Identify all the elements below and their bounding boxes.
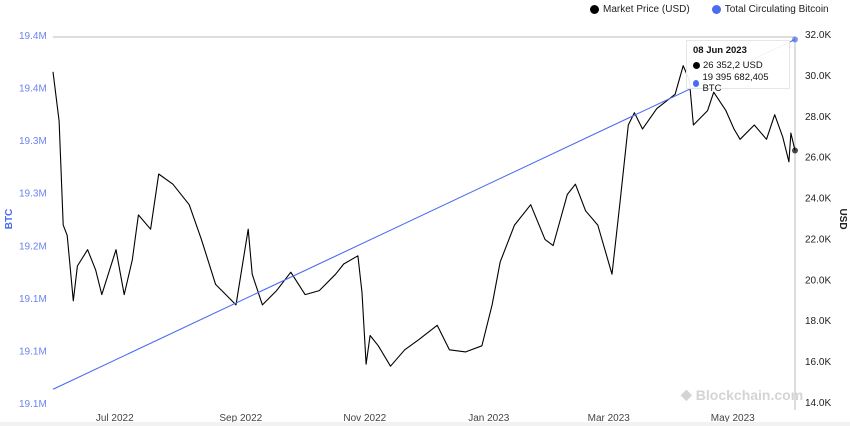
price-dot-icon <box>693 62 700 69</box>
y-left-tick-label: 19.1M <box>19 346 47 357</box>
x-tick-label: Nov 2022 <box>343 413 386 424</box>
tooltip: 08 Jun 2023 26 352,2 USD 19 395 682,405 … <box>686 40 790 94</box>
x-tick-label: Mar 2023 <box>588 413 631 424</box>
y-right-tick-label: 16.0K <box>805 357 831 368</box>
y-right-tick-label: 22.0K <box>805 234 831 245</box>
y-right-tick-label: 14.0K <box>805 398 831 409</box>
y-left-tick-label: 19.1M <box>19 399 47 410</box>
bottom-strip <box>0 422 850 426</box>
hover-marker <box>792 147 798 154</box>
legend-item-market-price[interactable]: Market Price (USD) <box>590 4 690 15</box>
tooltip-price: 26 352,2 USD <box>703 60 763 71</box>
y-left-tick-label: 19.2M <box>19 241 47 252</box>
y-right-tick-label: 28.0K <box>805 112 831 123</box>
y-right-axis-label: USD <box>837 208 848 229</box>
circulating-bitcoin-dot-icon <box>711 5 721 14</box>
series-line-market-price-usd- <box>52 65 796 367</box>
y-left-axis-label: BTC <box>4 209 15 230</box>
x-tick-label: Sep 2022 <box>219 413 262 424</box>
legend-item-circulating-bitcoin[interactable]: Total Circulating Bitcoin <box>711 4 829 15</box>
legend-label: Market Price (USD) <box>603 4 690 15</box>
hover-marker <box>792 36 798 43</box>
tooltip-date: 08 Jun 2023 <box>693 45 747 56</box>
legend: Market Price (USD) Total Circulating Bit… <box>590 4 829 15</box>
y-right-tick-label: 20.0K <box>805 275 831 286</box>
supply-dot-icon <box>693 79 700 87</box>
watermark: ◆ Blockchain.com <box>681 386 803 403</box>
series-line-total-circulating-bitcoin <box>52 39 796 390</box>
blockchain-logo-icon: ◆ <box>681 386 692 402</box>
y-left-tick-label: 19.1M <box>19 294 47 305</box>
tooltip-supply: 19 395 682,405 BTC <box>702 72 769 94</box>
x-tick-label: May 2023 <box>711 413 755 424</box>
x-tick-label: Jan 2023 <box>468 413 510 424</box>
y-right-tick-label: 30.0K <box>805 71 831 82</box>
y-left-tick-label: 19.4M <box>19 84 47 95</box>
x-tick-label: Jul 2022 <box>96 413 134 424</box>
legend-label: Total Circulating Bitcoin <box>724 4 829 15</box>
y-right-tick-label: 26.0K <box>805 153 831 164</box>
y-right-tick-label: 32.0K <box>805 30 831 41</box>
y-left-tick-label: 19.4M <box>19 31 47 42</box>
watermark-text: Blockchain.com <box>695 386 804 403</box>
y-left-tick-label: 19.3M <box>19 136 47 147</box>
y-right-tick-label: 18.0K <box>805 316 831 327</box>
y-right-tick-label: 24.0K <box>805 194 831 205</box>
market-price-dot-icon <box>590 5 599 14</box>
y-left-tick-label: 19.3M <box>19 189 47 200</box>
